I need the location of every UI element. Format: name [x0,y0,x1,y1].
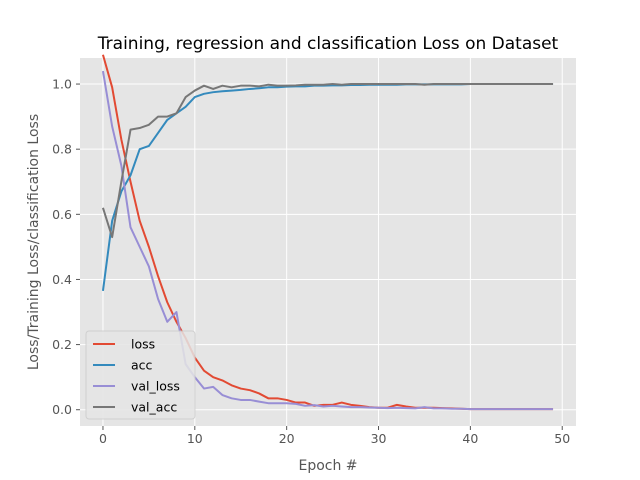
y-tick-label: 0.8 [52,142,72,157]
chart-title: Training, regression and classification … [97,34,559,54]
y-tick-label: 0.4 [52,272,72,287]
legend-label: val_loss [131,379,180,394]
x-tick-label: 0 [99,431,107,446]
x-tick-label: 10 [187,431,203,446]
x-tick-label: 40 [462,431,478,446]
y-tick-label: 1.0 [52,77,72,92]
legend-label: loss [131,337,155,352]
y-tick-label: 0.6 [52,207,72,222]
y-tick-label: 0.2 [52,337,72,352]
x-tick-label: 30 [371,431,387,446]
y-tick-label: 0.0 [52,402,72,417]
x-axis-label: Epoch # [298,458,357,474]
legend-label: val_acc [131,400,177,415]
series-layer [101,54,554,411]
ticks: 0 10 20 30 40 50 0.0 0.2 0.4 0.6 0.8 1.0 [52,77,570,446]
legend: loss acc val_loss val_acc [85,330,196,420]
x-tick-label: 20 [279,431,295,446]
y-axis-label: Loss/Training Loss/classification Loss [26,114,42,370]
series-line-val-acc [102,83,554,239]
x-tick-label: 50 [554,431,570,446]
legend-label: acc [131,358,153,373]
series-line-val-loss [101,70,554,411]
legend-box [85,330,196,420]
